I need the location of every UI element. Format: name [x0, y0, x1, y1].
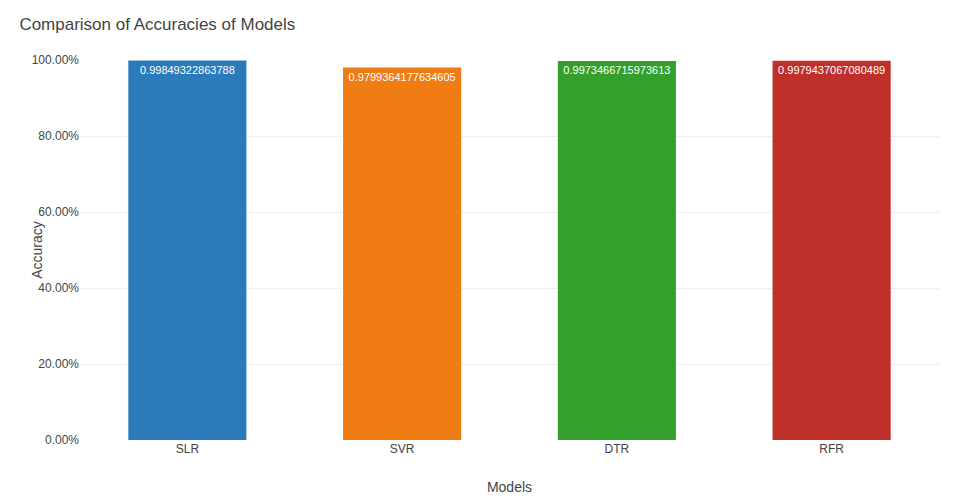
- svg-text:Models: Models: [487, 479, 532, 495]
- svg-text:0.99849322863788: 0.99849322863788: [140, 64, 235, 76]
- svg-text:SLR: SLR: [176, 442, 200, 456]
- svg-text:80.00%: 80.00%: [38, 129, 79, 143]
- svg-text:Comparison of Accuracies of Mo: Comparison of Accuracies of Models: [19, 15, 295, 34]
- svg-text:DTR: DTR: [605, 442, 630, 456]
- svg-text:SVR: SVR: [390, 442, 415, 456]
- svg-text:RFR: RFR: [819, 442, 844, 456]
- svg-text:0.9973466715973613: 0.9973466715973613: [563, 64, 670, 76]
- svg-text:40.00%: 40.00%: [38, 281, 79, 295]
- svg-text:0.9979437067080489: 0.9979437067080489: [778, 64, 885, 76]
- svg-text:20.00%: 20.00%: [38, 357, 79, 371]
- svg-text:0.9799364177634605: 0.9799364177634605: [349, 71, 456, 83]
- svg-text:100.00%: 100.00%: [32, 53, 80, 67]
- svg-text:60.00%: 60.00%: [38, 205, 79, 219]
- svg-text:Accuracy: Accuracy: [29, 221, 45, 279]
- svg-text:0.00%: 0.00%: [45, 433, 79, 447]
